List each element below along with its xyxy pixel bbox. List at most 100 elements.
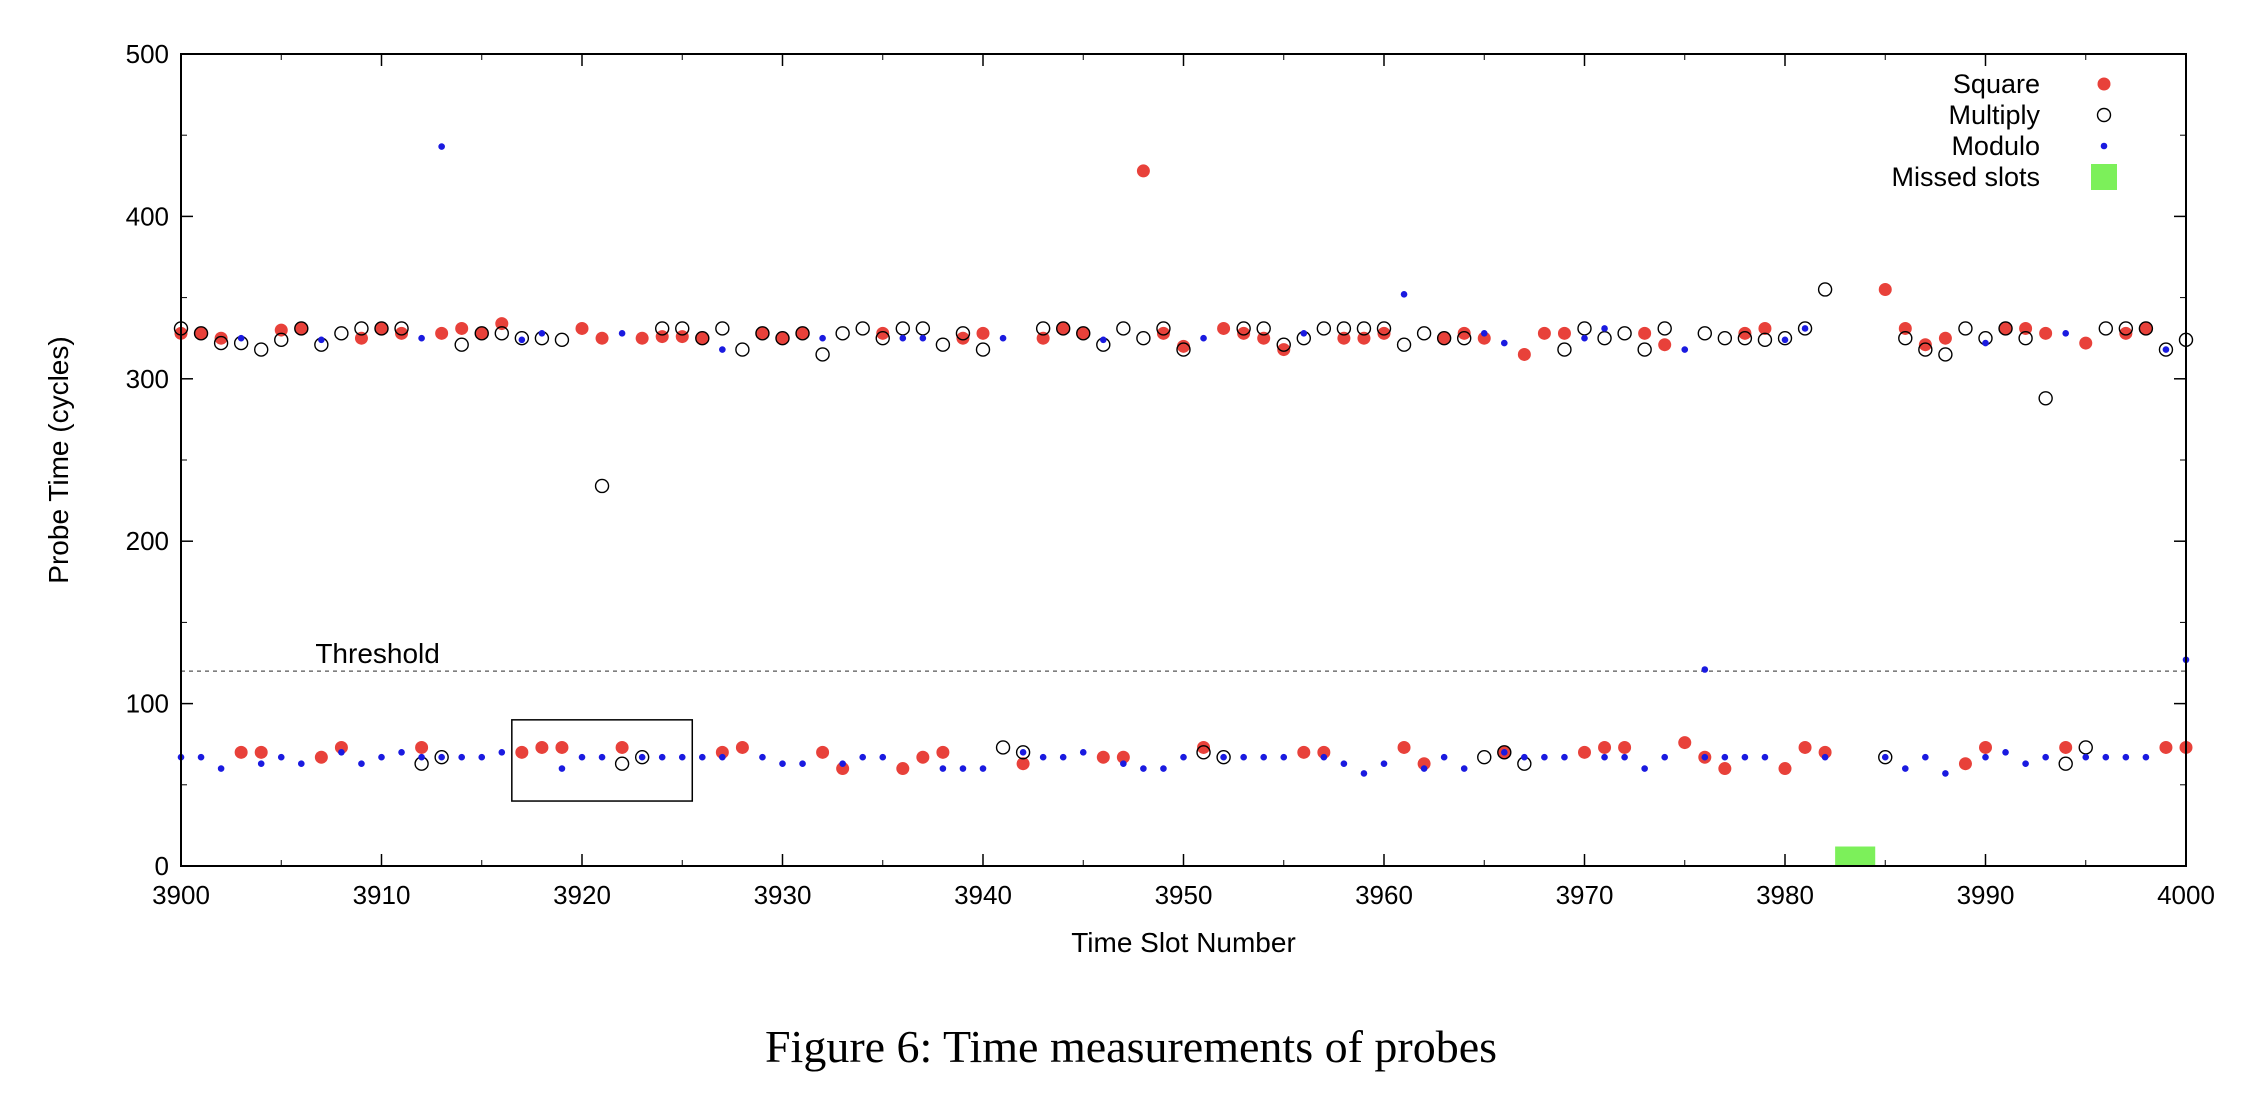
square-point xyxy=(1958,757,1972,771)
multiply-point xyxy=(294,321,309,336)
square-point xyxy=(1377,326,1391,340)
y-tick-label: 400 xyxy=(126,201,169,231)
modulo-point xyxy=(839,760,846,767)
multiply-point xyxy=(1878,749,1893,765)
multiply-point xyxy=(514,331,530,346)
multiply-point xyxy=(1817,282,1833,297)
modulo-point xyxy=(859,753,866,761)
modulo-point xyxy=(277,753,285,761)
square-point xyxy=(1758,321,1772,335)
square-point xyxy=(976,326,990,340)
modulo-point xyxy=(338,749,345,756)
square-point xyxy=(1076,326,1090,340)
modulo-point xyxy=(257,760,265,767)
modulo-point xyxy=(1079,749,1087,756)
modulo-point xyxy=(699,753,706,761)
square-point xyxy=(615,740,629,754)
modulo-point xyxy=(1721,753,1729,761)
modulo-point xyxy=(1922,753,1929,761)
multiply-point xyxy=(1356,321,1372,336)
modulo-point xyxy=(1541,753,1548,761)
legend-label-square: Square xyxy=(1953,69,2040,99)
multiply-point xyxy=(935,337,951,352)
y-tick-label: 100 xyxy=(126,689,169,719)
modulo-point xyxy=(378,753,385,761)
multiply-point xyxy=(1757,332,1773,348)
multiply-point xyxy=(274,332,289,348)
y-tick-label: 0 xyxy=(155,851,169,881)
square-point xyxy=(1397,740,1411,754)
modulo-point xyxy=(1440,753,1448,761)
modulo-point xyxy=(538,330,546,337)
multiply-point xyxy=(1236,321,1251,336)
modulo-point xyxy=(1460,765,1468,772)
modulo-point xyxy=(1741,753,1749,761)
multiply-point xyxy=(1396,337,1412,352)
square-point xyxy=(1417,757,1431,771)
square-point xyxy=(1036,331,1050,345)
square-point xyxy=(435,326,449,340)
multiply-point xyxy=(955,326,971,341)
multiply-point xyxy=(835,326,850,341)
multiply-point xyxy=(1256,321,1271,336)
multiply-point xyxy=(1898,331,1913,346)
y-tick-label: 200 xyxy=(126,526,169,556)
modulo-point xyxy=(1059,753,1067,761)
square-point xyxy=(2039,326,2053,340)
multiply-point xyxy=(2118,321,2134,336)
modulo-point xyxy=(618,330,626,337)
multiply-point xyxy=(374,321,389,336)
square-point xyxy=(1237,326,1251,340)
x-tick-label: 3930 xyxy=(754,880,812,910)
modulo-point xyxy=(1881,753,1889,761)
square-point xyxy=(1096,750,1110,764)
multiply-point xyxy=(1577,321,1592,336)
modulo-point xyxy=(1942,770,1949,777)
square-point xyxy=(1297,745,1311,759)
square-point xyxy=(715,745,729,759)
square-point xyxy=(1878,282,1892,296)
multiply-point xyxy=(1797,321,1813,336)
modulo-point xyxy=(1300,330,1308,337)
square-point xyxy=(214,331,228,345)
x-tick-label: 3980 xyxy=(1756,880,1814,910)
y-axis-label: Probe Time (cycles) xyxy=(43,336,74,583)
square-point xyxy=(555,740,569,754)
multiply-point xyxy=(354,321,369,336)
modulo-point xyxy=(2042,753,2049,761)
modulo-point xyxy=(1801,325,1809,332)
scatter-chart: 3900 3910 3920 3930 3940 3950 3960 3970 3980 3990… xyxy=(43,39,2215,958)
square-point xyxy=(1938,331,1952,345)
square-point xyxy=(2139,321,2153,335)
square-point xyxy=(2159,740,2173,754)
multiply-point xyxy=(1456,331,1472,346)
multiply-point xyxy=(594,478,610,494)
modulo-point xyxy=(1621,753,1628,761)
modulo-point xyxy=(2002,749,2009,756)
multiply-point xyxy=(434,749,449,765)
modulo-point xyxy=(2082,753,2090,761)
legend-marker-square xyxy=(2097,77,2111,91)
modulo-point xyxy=(558,765,566,772)
modulo-point xyxy=(1240,753,1247,761)
multiply-point xyxy=(2018,331,2033,346)
square-point xyxy=(695,331,709,345)
square-point xyxy=(2059,740,2073,754)
highlight-box xyxy=(511,719,694,802)
multiply-point xyxy=(2058,756,2073,771)
multiply-point xyxy=(1637,342,1652,357)
modulo-point xyxy=(2122,753,2130,761)
multiply-point xyxy=(1697,326,1713,341)
square-point xyxy=(1016,757,1030,771)
square-point xyxy=(936,745,950,759)
modulo-point xyxy=(1902,765,1909,772)
modulo-point xyxy=(2142,753,2150,761)
square-point xyxy=(1818,745,1832,759)
square-point xyxy=(635,331,649,345)
modulo-point xyxy=(879,753,887,761)
square-point xyxy=(1357,331,1371,345)
modulo-point xyxy=(719,346,726,353)
legend-marker-missed-slots xyxy=(2091,164,2117,190)
modulo-point xyxy=(217,765,225,772)
square-point xyxy=(1317,745,1331,759)
